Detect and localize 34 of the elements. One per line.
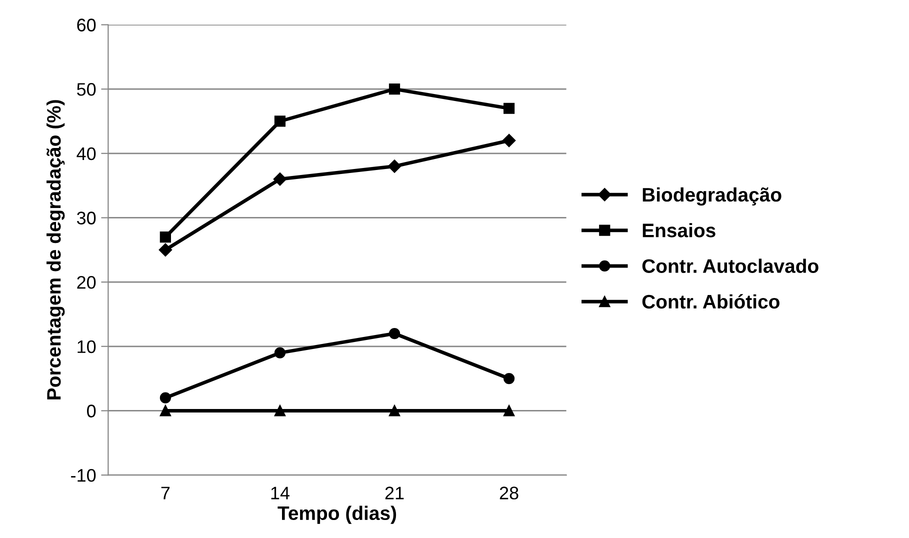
y-tick-label: -10 (71, 468, 96, 482)
x-tick-label: 7 (161, 486, 170, 500)
point (388, 328, 400, 340)
legend-label: Contr. Abiótico (642, 294, 780, 309)
point (274, 405, 286, 416)
point (503, 373, 515, 384)
y-tick-label: 0 (87, 404, 96, 418)
point (160, 405, 171, 416)
y-tick-label: 20 (77, 276, 96, 289)
x-axis-title: Tempo (dias) (278, 506, 396, 524)
point (503, 102, 515, 114)
y-tick-label: 30 (76, 212, 96, 224)
point (388, 84, 400, 95)
point (274, 347, 286, 358)
point (388, 405, 400, 416)
x-tick-label: 21 (385, 486, 404, 500)
point (502, 134, 516, 148)
point (503, 405, 515, 416)
point (273, 172, 287, 186)
y-tick-label: 10 (78, 340, 96, 354)
point (388, 160, 402, 173)
x-tick-label: 14 (271, 486, 290, 500)
y-tick-label: 40 (76, 147, 96, 160)
legend-label: Biodegradação (642, 187, 782, 206)
y-tick-label: 50 (77, 83, 96, 96)
x-tick-label: 28 (500, 486, 518, 500)
legend-label: Contr. Autoclavado (642, 258, 818, 273)
point (274, 116, 286, 127)
legend-label: Ensaios (642, 223, 716, 238)
y-axis-title: Porcentagem de degradação (%) (46, 100, 65, 400)
point (158, 243, 172, 256)
point (160, 231, 171, 243)
point (160, 392, 171, 404)
y-tick-label: 60 (77, 18, 96, 32)
